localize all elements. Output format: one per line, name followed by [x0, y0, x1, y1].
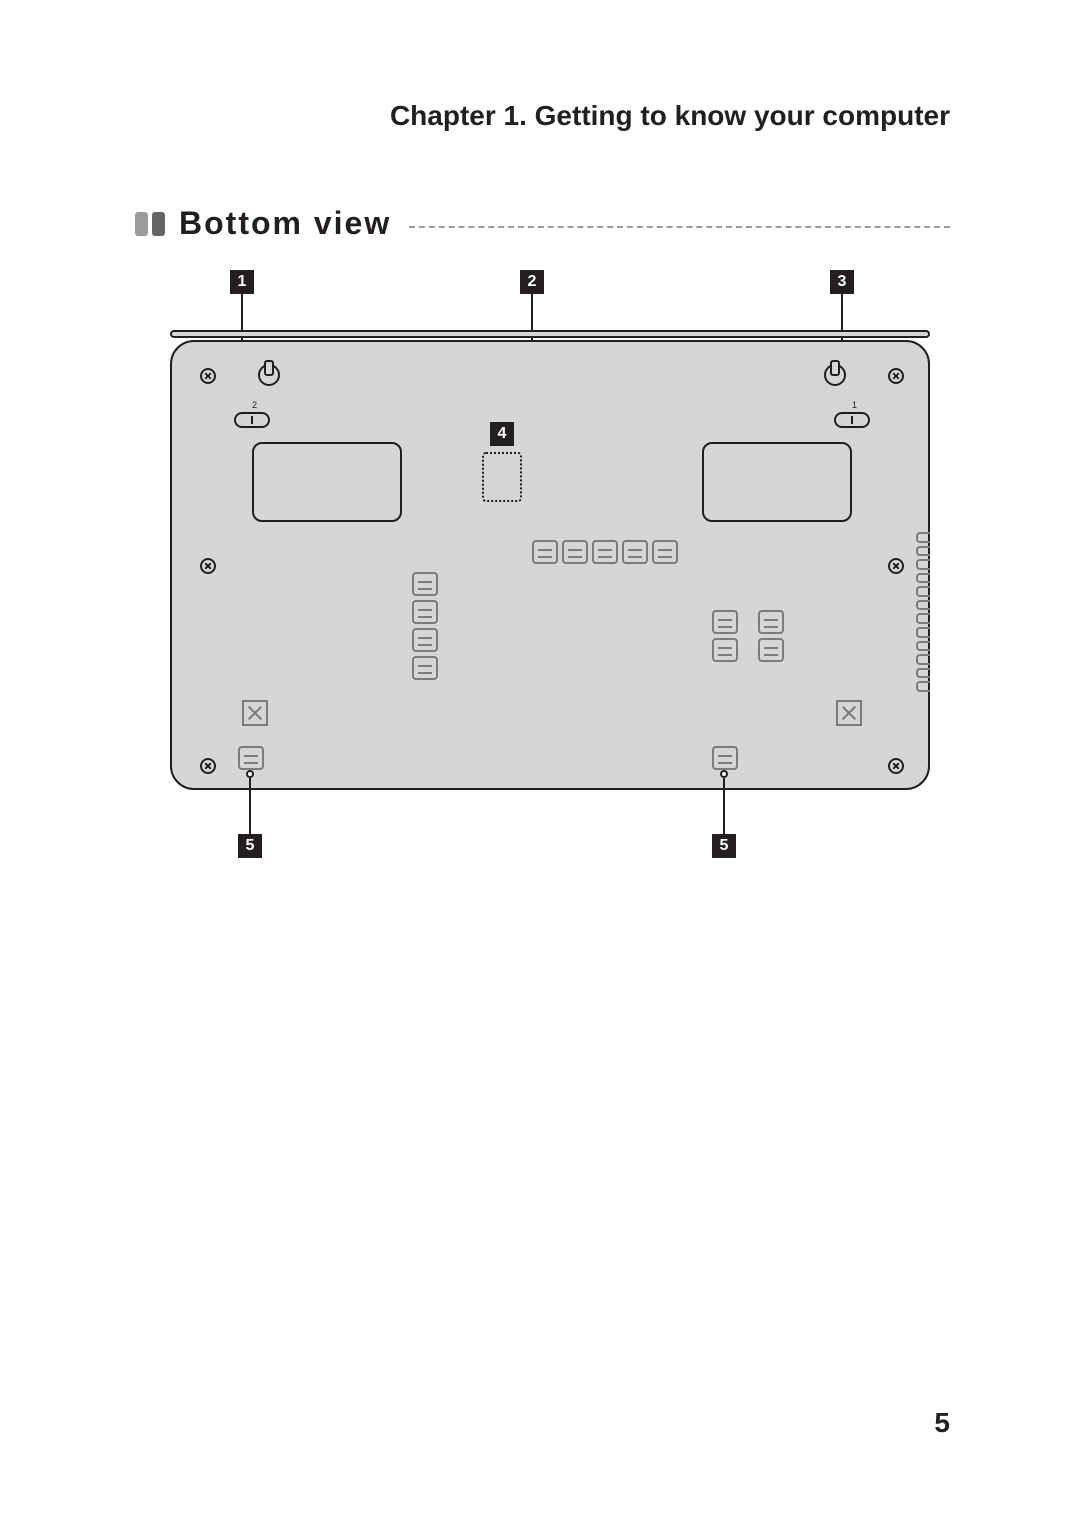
- callout-number: 5: [712, 834, 736, 858]
- knob-icon: [824, 364, 846, 386]
- battery-latch-right: [834, 412, 870, 428]
- callout-number: 4: [490, 422, 514, 446]
- screw-icon: [888, 368, 904, 384]
- callout-5-left: 5: [238, 770, 262, 858]
- bullet-icon: [152, 212, 165, 236]
- section-heading-row: Bottom view: [135, 205, 950, 242]
- battery-latch-left: [234, 412, 270, 428]
- screw-icon: [200, 558, 216, 574]
- sim-slot-outline: [482, 452, 522, 502]
- callout-number: 5: [238, 834, 262, 858]
- callout-5-right: 5: [712, 770, 736, 858]
- x-mark-icon: [836, 700, 862, 726]
- section-title: Bottom view: [179, 205, 391, 242]
- screw-icon: [888, 758, 904, 774]
- knob-icon: [258, 364, 280, 386]
- computer-bottom-panel: 2 1 4: [170, 330, 930, 790]
- callout-number: 1: [230, 270, 254, 294]
- section-divider: [409, 226, 950, 228]
- x-mark-icon: [242, 700, 268, 726]
- latch-label: 1: [852, 400, 857, 410]
- bottom-view-diagram: 1 2 3: [150, 270, 950, 880]
- vent-column: [412, 572, 438, 680]
- screw-icon: [888, 558, 904, 574]
- speaker-icon: [712, 746, 738, 770]
- section-bullets: [135, 212, 165, 236]
- latch-label: 2: [252, 400, 257, 410]
- screw-icon: [200, 368, 216, 384]
- speaker-icon: [238, 746, 264, 770]
- screw-icon: [200, 758, 216, 774]
- callout-number: 3: [830, 270, 854, 294]
- chapter-title: Chapter 1. Getting to know your computer: [390, 100, 950, 132]
- vent-grid: [712, 610, 784, 662]
- callout-number: 2: [520, 270, 544, 294]
- bullet-icon: [135, 212, 148, 236]
- vent-row: [532, 540, 678, 564]
- rubber-pad: [252, 442, 402, 522]
- page-number: 5: [934, 1407, 950, 1439]
- callout-4: 4: [490, 422, 514, 446]
- side-vent: [916, 532, 930, 692]
- rubber-pad: [702, 442, 852, 522]
